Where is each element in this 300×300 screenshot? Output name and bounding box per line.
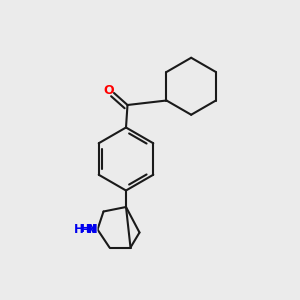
Text: H: H <box>81 224 90 235</box>
Text: H-N: H-N <box>74 223 98 236</box>
Text: O: O <box>103 84 114 97</box>
Text: N: N <box>85 223 96 236</box>
FancyBboxPatch shape <box>76 221 98 238</box>
